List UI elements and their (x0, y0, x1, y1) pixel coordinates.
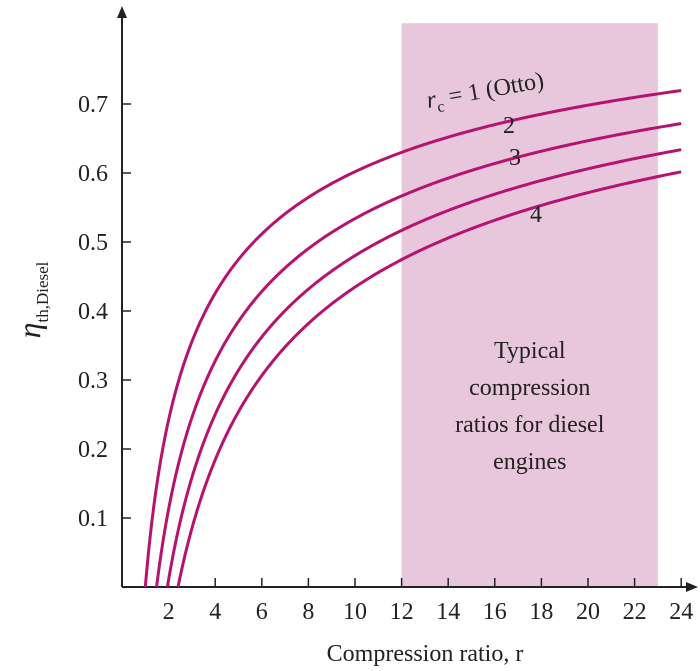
x-tick-label: 24 (669, 599, 693, 625)
y-axis-title-sub: th,Diesel (33, 261, 52, 322)
y-tick-label: 0.1 (78, 506, 108, 532)
x-tick-label: 16 (483, 599, 507, 625)
series-line-rc-1 (143, 89, 682, 588)
x-tick-label: 14 (436, 599, 460, 625)
x-tick-label: 6 (256, 599, 268, 625)
region-text-line: compression (469, 375, 590, 401)
region-text-line: ratios for diesel (455, 412, 605, 438)
y-tick-label: 0.5 (78, 230, 108, 256)
series-label-otto-sub: c (436, 98, 446, 116)
region-text-line: Typical (494, 338, 566, 364)
y-tick-label: 0.4 (78, 299, 108, 325)
y-tick-label: 0.7 (78, 92, 108, 118)
series-line-rc-2 (155, 122, 682, 588)
series-label-rc-3: 3 (509, 145, 521, 171)
x-tick-label: 20 (576, 599, 600, 625)
series-label-rc-4: 4 (530, 202, 542, 228)
x-tick-label: 10 (343, 599, 367, 625)
y-axis-arrow-icon (117, 6, 127, 18)
region-text-line: engines (493, 449, 566, 475)
series-line-rc-4 (176, 170, 682, 588)
x-tick-label: 8 (302, 599, 314, 625)
series-label-rc-2: 2 (503, 113, 515, 139)
x-tick-label: 4 (209, 599, 221, 625)
y-tick-label: 0.3 (78, 368, 108, 394)
x-tick-label: 18 (529, 599, 553, 625)
series-line-rc-3 (165, 148, 682, 588)
x-tick-label: 22 (623, 599, 647, 625)
y-tick-label: 0.6 (78, 161, 108, 187)
x-tick-label: 2 (163, 599, 175, 625)
x-axis-arrow-icon (686, 582, 698, 592)
x-tick-label: 12 (390, 599, 414, 625)
y-tick-label: 0.2 (78, 437, 108, 463)
x-axis-title: Compression ratio, r (327, 641, 524, 667)
y-axis-title-main: η (11, 323, 47, 339)
y-axis-title: ηth,Diesel (11, 261, 52, 338)
